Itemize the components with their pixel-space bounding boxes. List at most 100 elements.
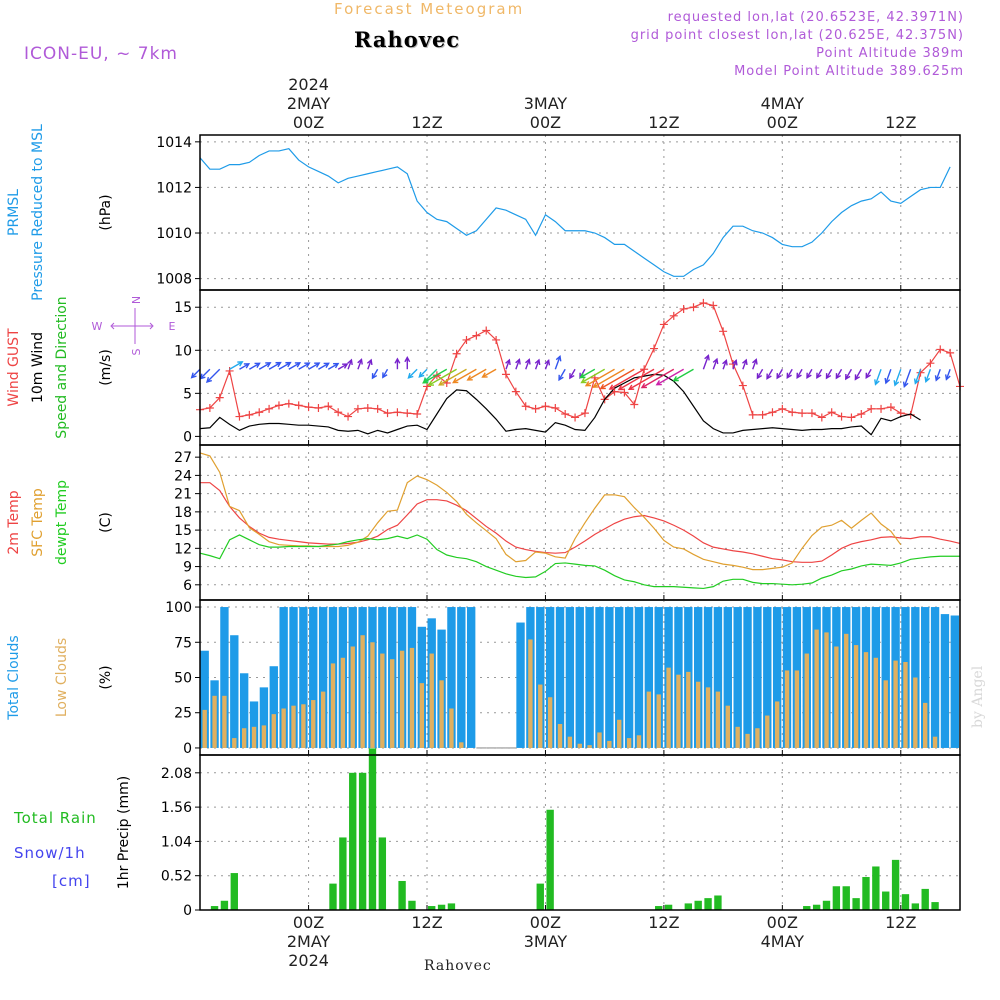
rain-bar [664,904,673,910]
gust-marker [886,403,895,412]
low-cloud-bar [419,683,425,748]
time-label-bottom: 4MAY [761,932,805,951]
wind-arrow-head [874,379,880,386]
wind-arrow-head [835,373,842,380]
panel-clouds: 0 25 50 75 100 Total Clouds Low Clouds (%) [6,599,961,757]
low-cloud-bar [932,736,938,748]
wind-arrow [534,359,540,370]
series-2m-temp [200,482,961,563]
gust-marker [423,382,432,391]
gust-marker [571,413,580,422]
wind-arrow-head [371,373,378,380]
time-label-top: 00Z [530,113,561,132]
wind-arrow-head [731,359,738,366]
y-axis-label: Pressure Reduced to MSL [30,124,46,301]
wind-arrow-head [608,384,615,390]
wind-arrow-head [627,384,635,390]
y-tick-label: 100 [165,600,192,616]
wind-arrow [327,362,339,370]
wind-arrow-head [275,361,282,368]
gust-marker [837,412,846,421]
wind-arrow [894,368,902,386]
wind-arrow-head [323,362,330,368]
gust-marker [877,404,886,413]
low-cloud-bar [646,691,652,748]
y-tick-label: 0 [183,741,192,757]
y-tick-label: 15 [174,300,192,316]
wind-arrow-head [525,358,531,365]
wind-arrow-head [534,358,541,366]
wind-arrow [854,368,862,380]
wind-arrow-head [505,358,511,366]
watermark-text: by Angel [970,665,986,728]
low-cloud-bar [261,725,267,748]
total-cloud-bar [230,635,239,748]
wind-arrow [422,368,448,384]
gust-marker [659,320,668,329]
low-cloud-bar [725,705,730,748]
low-cloud-bar [557,724,563,748]
gust-marker [472,331,481,340]
low-cloud-bar [538,684,543,748]
rain-bar [812,904,821,910]
gust-marker [709,301,718,310]
wind-arrow [914,368,922,384]
total-cloud-bar [654,607,663,748]
y-tick-label: 1.04 [161,834,192,850]
low-cloud-bar [607,740,612,748]
low-cloud-bar [804,653,809,748]
gust-marker [334,408,343,417]
wind-arrow [558,368,566,381]
gust-marker [669,311,678,320]
low-cloud-bar [311,700,316,748]
rain-bar [714,895,722,910]
rain-bar [911,903,920,910]
rain-bar [832,886,841,910]
low-cloud-bar [429,653,434,748]
low-cloud-bar [330,663,336,748]
total-cloud-bar [545,607,555,748]
total-cloud-bar [950,615,959,748]
time-label-top: 12Z [648,113,679,132]
gust-marker [798,409,807,418]
gust-marker [511,387,520,396]
wind-arrow [796,368,803,379]
legend-label: Total Rain [13,809,97,827]
rain-bar [803,906,811,910]
y-axis-label: 10m Wind [30,332,46,403]
rain-bar [822,900,831,910]
rain-bar [339,837,347,910]
wind-arrow [438,368,467,386]
y-axis-label: (%) [98,665,114,689]
low-cloud-bar [212,695,217,748]
wind-arrow [945,368,951,380]
low-cloud-bar [399,650,405,748]
low-cloud-bar [844,633,849,748]
time-label-bottom: 2MAY [287,932,331,951]
requested-coordinates: requested lon,lat (20.6523E, 42.3971N) [667,10,964,25]
wind-arrow-head [786,372,792,380]
wind-arrow-head [190,372,197,379]
gust-marker [265,404,274,413]
total-cloud-bar [220,607,229,748]
wind-arrow [816,368,823,379]
wind-arrow [428,368,457,386]
wind-arrow [903,368,912,387]
y-axis-label: SFC Temp [30,488,46,557]
wind-arrow-head [902,381,909,388]
gust-marker [857,410,866,418]
wind-arrow [618,368,655,391]
rain-bar [704,898,712,910]
low-cloud-bar [903,662,908,748]
y-tick-label: 6 [183,578,192,594]
gust-marker [541,402,550,411]
compass-rose: N S W E [92,296,176,356]
compass-cross [110,308,154,344]
y-tick-label: 18 [174,505,192,521]
low-cloud-bar [626,738,632,748]
low-cloud-bar [705,687,711,748]
rain-bar [882,891,890,910]
wind-arrow [554,356,561,370]
